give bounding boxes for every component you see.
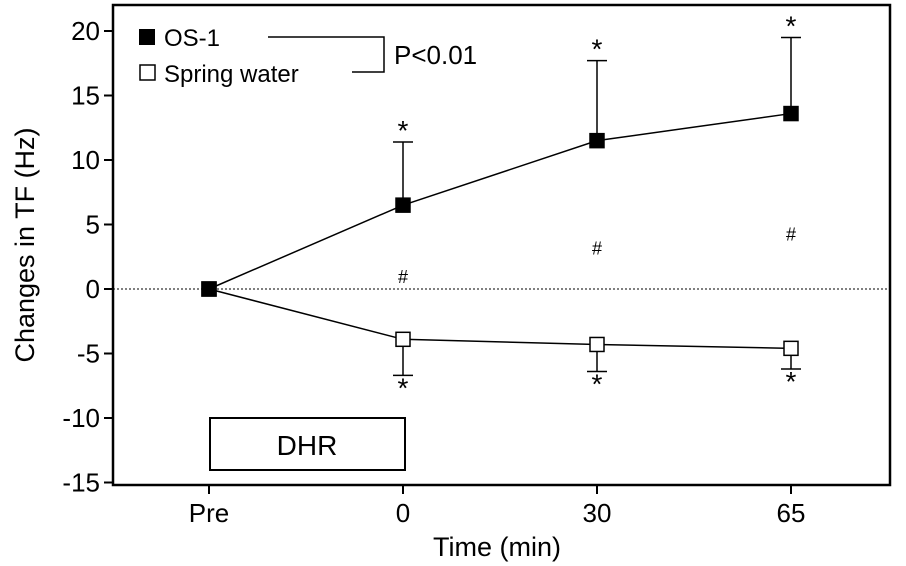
x-axis: Pre 0 30 65 <box>189 485 806 528</box>
significance-mark: * <box>786 366 797 397</box>
dhr-label: DHR <box>277 430 338 461</box>
significance-mark: * <box>398 372 409 403</box>
data-point <box>589 336 605 353</box>
significance-mark: * <box>786 10 797 41</box>
data-point <box>783 340 799 357</box>
data-point <box>395 197 411 213</box>
y-tick-label: -10 <box>62 403 100 433</box>
significance-mark: * <box>592 34 603 65</box>
data-point <box>201 281 217 297</box>
pvalue-bracket <box>268 36 385 73</box>
y-tick-label: 15 <box>71 81 100 111</box>
data-point <box>783 105 799 122</box>
plot-frame <box>111 3 892 487</box>
pvalue-label: P<0.01 <box>394 40 477 70</box>
x-axis-label: Time (min) <box>433 532 561 562</box>
y-tick-label: 20 <box>71 16 100 46</box>
data-point <box>589 132 605 149</box>
y-tick-label: -5 <box>77 339 100 369</box>
legend-marker-spring <box>139 64 156 81</box>
significance-mark: * <box>592 369 603 400</box>
legend-marker-os1 <box>139 29 155 45</box>
y-tick-label: 5 <box>86 210 100 240</box>
legend-label-os1: OS-1 <box>164 25 220 52</box>
data-point <box>395 331 411 348</box>
between-group-mark: # <box>592 239 602 259</box>
series-line-1 <box>208 288 792 350</box>
y-axis-label: Changes in TF (Hz) <box>10 127 40 362</box>
between-group-mark: # <box>786 225 796 245</box>
data-marks: * * * * * * # # # <box>201 10 801 403</box>
x-tick-label: 65 <box>777 498 806 528</box>
legend-label-spring: Spring water <box>164 61 299 88</box>
dhr-box <box>209 417 406 471</box>
x-tick-label: 0 <box>396 498 410 528</box>
y-tick-label: 0 <box>86 274 100 304</box>
legend: OS-1 Spring water P<0.01 <box>139 25 477 88</box>
significance-mark: * <box>398 115 409 146</box>
y-axis: 20 15 10 5 0 -5 -10 -15 <box>62 16 113 498</box>
y-tick-label: 10 <box>71 145 100 175</box>
between-group-mark: # <box>398 267 408 287</box>
x-tick-label: 30 <box>583 498 612 528</box>
x-tick-label: Pre <box>189 498 229 528</box>
y-tick-label: -15 <box>62 468 100 498</box>
series-line-0 <box>208 112 792 290</box>
